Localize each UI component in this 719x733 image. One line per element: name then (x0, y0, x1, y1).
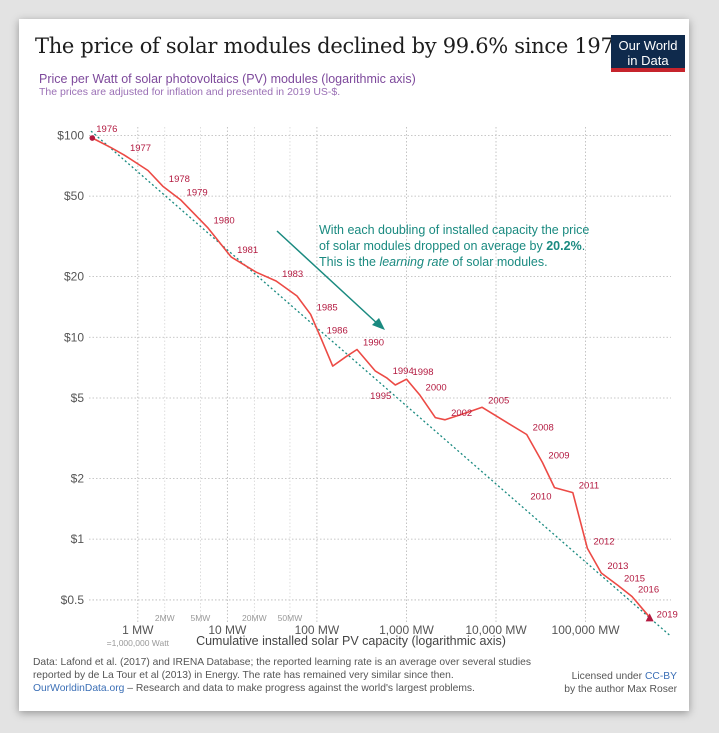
point-label: 1983 (282, 269, 303, 280)
series-line (91, 137, 651, 618)
point-label: 1985 (317, 302, 338, 313)
annotation-line-2: of solar modules dropped on average by 2… (319, 239, 585, 253)
annotation-line-1: With each doubling of installed capacity… (319, 223, 589, 237)
footer-line: OurWorldinData.org – Research and data t… (33, 683, 475, 694)
trend-line (90, 130, 672, 637)
y-tick-label: $20 (64, 269, 84, 283)
point-label: 1998 (412, 367, 433, 378)
y-axis-ticks: $100 $50 $20 $10 $5 $2 $1 $0.5 (57, 128, 84, 607)
trend-line-group (90, 130, 672, 637)
point-label: 2000 (426, 383, 447, 394)
x-minor-tick-label: 50MW (278, 613, 303, 623)
y-tick-label: $100 (57, 128, 84, 142)
chart-title: The price of solar modules declined by 9… (35, 34, 627, 58)
point-label: 1986 (327, 325, 348, 336)
annotation-arrow-line (276, 230, 381, 327)
series-end-marker (645, 613, 654, 622)
point-label: 2016 (638, 584, 659, 595)
chart-svg: $100 $50 $20 $10 $5 $2 $1 $0.5 1 MW=1,000,000 W… (57, 124, 678, 648)
annotation-group: With each doubling of installed capacity… (276, 223, 589, 330)
chart-subnote: The prices are adjusted for inflation an… (39, 86, 341, 98)
x-tick-label: 10,000 MW (465, 623, 527, 637)
chart-card: The price of solar modules declined by 9… (19, 19, 689, 711)
y-tick-label: $5 (71, 391, 85, 405)
chart-subtitle: Price per Watt of solar photovoltaics (P… (39, 72, 416, 86)
logo-line-2: in Data (627, 53, 669, 68)
point-label: 2012 (593, 536, 614, 547)
owid-logo[interactable]: Our World in Data (611, 35, 685, 72)
point-label: 1994 (393, 366, 414, 377)
x-minor-tick-label: 5MW (190, 613, 210, 623)
x-axis-label: Cumulative installed solar PV capacity (… (196, 634, 506, 648)
grid-lines (89, 127, 671, 624)
x-tick-label: 10 MW (208, 623, 247, 637)
footer-source: Data: Lafond et al. (2017) and IRENA Dat… (33, 657, 531, 681)
point-label: 2009 (548, 450, 569, 461)
license-author: by the author Max Roser (564, 684, 677, 695)
point-label: 1978 (169, 174, 190, 185)
site-link[interactable]: OurWorldinData.org (33, 683, 125, 694)
x-tick-label: 1,000 MW (379, 623, 434, 637)
series-start-point (89, 135, 96, 141)
license-note: Licensed under CC-BY by the author Max R… (564, 670, 677, 696)
point-label: 1995 (370, 391, 391, 402)
site-tagline: – Research and data to make progress aga… (124, 683, 475, 694)
x-tick-label: 100,000 MW (552, 623, 621, 637)
x-axis-ticks: 1 MW=1,000,000 Watt 10 MW 100 MW 1,000 MW 10… (107, 613, 621, 648)
point-labels: 1976 1977 1978 1979 1980 1981 1983 1985 1986 1990… (96, 124, 678, 620)
point-label: 2008 (533, 422, 554, 433)
y-tick-label: $0.5 (61, 593, 85, 607)
point-label: 2013 (607, 561, 628, 572)
y-tick-label: $10 (64, 330, 84, 344)
point-label: 1979 (187, 188, 208, 199)
x-minor-tick-label: 2MW (155, 613, 175, 623)
point-label: 1981 (237, 245, 258, 256)
point-label: 2011 (579, 481, 599, 492)
license-link[interactable]: CC-BY (644, 671, 677, 682)
point-label: 1990 (363, 337, 384, 348)
license-prefix: Licensed under (571, 671, 645, 682)
point-label: 2019 (657, 609, 678, 620)
point-label: 2005 (488, 395, 509, 406)
x-minor-tick-label: 20MW (242, 613, 267, 623)
point-label: 1980 (214, 215, 235, 226)
point-label: 1977 (130, 143, 151, 154)
logo-line-1: Our World (618, 38, 678, 53)
point-label: 2015 (624, 573, 645, 584)
series-group (89, 135, 654, 622)
x-tick-note: =1,000,000 Watt (107, 638, 170, 648)
annotation-line-3: This is the learning rate of solar modul… (319, 255, 548, 269)
y-tick-label: $50 (64, 189, 84, 203)
point-label: 1976 (96, 124, 117, 135)
point-label: 2002 (451, 408, 472, 419)
y-tick-label: $2 (71, 471, 85, 485)
annotation-arrowhead (372, 318, 385, 330)
point-label: 2010 (530, 492, 551, 503)
x-tick-label: 1 MW (122, 623, 154, 637)
x-tick-label: 100 MW (295, 623, 340, 637)
y-tick-label: $1 (71, 532, 85, 546)
